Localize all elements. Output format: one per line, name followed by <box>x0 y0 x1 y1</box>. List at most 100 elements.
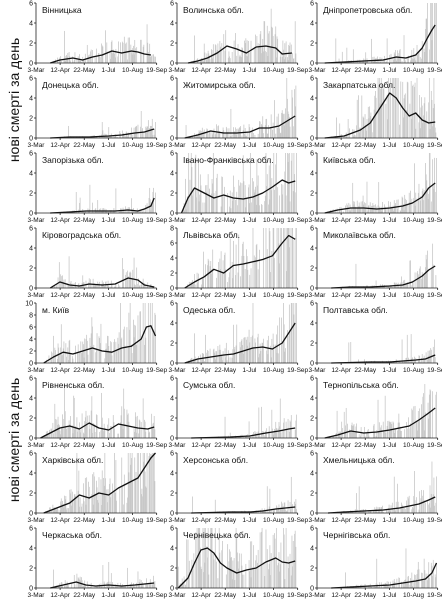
bar <box>88 486 90 513</box>
bar <box>337 208 338 213</box>
bar <box>118 210 120 213</box>
bar <box>200 568 202 588</box>
bar <box>81 503 83 513</box>
bar <box>101 470 103 513</box>
bar <box>82 585 84 588</box>
x-tick-label: 3-Mar <box>168 592 186 599</box>
bar <box>90 586 91 588</box>
bar <box>213 559 215 588</box>
bar <box>414 470 416 513</box>
y-tick-label: 0 <box>310 511 314 518</box>
bar <box>248 184 250 213</box>
bar <box>267 511 269 513</box>
bar <box>291 504 293 513</box>
bar <box>434 505 436 513</box>
chart-title: Тернопільська обл. <box>323 380 399 390</box>
bar <box>403 360 405 363</box>
bar <box>276 38 278 63</box>
y-tick-label: 4 <box>29 471 33 478</box>
bar <box>267 55 268 63</box>
bar <box>197 133 198 138</box>
bar <box>67 52 69 63</box>
bar <box>261 125 263 138</box>
bar <box>131 458 132 513</box>
bar <box>392 58 394 63</box>
y-tick-label: 4 <box>170 471 174 478</box>
bar <box>196 136 198 138</box>
bar <box>387 420 389 438</box>
bar <box>403 506 405 513</box>
bar <box>286 510 288 513</box>
bar <box>145 486 147 513</box>
bar <box>282 506 283 513</box>
x-tick-label: 12-Apr <box>50 142 70 149</box>
bar <box>241 565 242 588</box>
bar <box>397 208 399 213</box>
bar <box>142 211 143 213</box>
bar <box>81 413 83 438</box>
bar <box>273 533 275 588</box>
bar <box>368 118 370 138</box>
bar <box>378 509 380 513</box>
bar <box>149 584 151 588</box>
bar <box>194 157 196 213</box>
x-tick-label: 1-Jul <box>383 292 398 299</box>
bar <box>267 569 269 588</box>
bar <box>277 353 279 363</box>
bar <box>269 545 270 588</box>
bar <box>53 285 55 288</box>
bar <box>422 191 423 213</box>
bar <box>204 562 205 588</box>
bar <box>214 528 216 588</box>
bar <box>424 48 425 63</box>
bar <box>217 262 219 288</box>
bar <box>277 428 279 438</box>
x-tick-label: 1-Jul <box>383 142 398 149</box>
bar <box>103 485 105 513</box>
bar <box>135 126 137 138</box>
bar <box>145 337 147 363</box>
bar <box>269 231 270 288</box>
bar <box>81 212 82 213</box>
bar <box>230 557 232 588</box>
x-tick-label: 22-May <box>355 442 377 449</box>
bar <box>399 124 401 138</box>
bar <box>199 547 201 588</box>
bar <box>232 240 234 288</box>
bar <box>92 278 94 288</box>
bar <box>435 191 436 213</box>
x-tick-label: 10-Aug <box>403 67 424 74</box>
bar <box>97 211 99 213</box>
bar <box>101 43 102 63</box>
bar <box>189 179 191 213</box>
bar <box>410 423 412 438</box>
bar <box>260 124 262 138</box>
bar <box>136 453 138 513</box>
bar <box>73 494 75 513</box>
bar <box>271 409 272 438</box>
bar <box>150 126 152 138</box>
chart-title: Закарпатська обл. <box>323 80 395 90</box>
bar <box>198 528 200 588</box>
bar <box>94 284 96 288</box>
bar <box>248 124 250 138</box>
chart-title: Кіровоградська обл. <box>42 230 121 240</box>
bar <box>374 59 376 63</box>
bar <box>110 497 112 513</box>
bar <box>108 352 110 363</box>
x-tick-label: 1-Jul <box>383 217 398 224</box>
x-tick-label: 22-May <box>355 142 377 149</box>
bar <box>423 393 425 438</box>
y-tick-label: 2 <box>170 116 174 123</box>
bar <box>249 349 251 363</box>
bar <box>79 351 80 363</box>
bar <box>358 511 360 513</box>
bar <box>93 283 95 288</box>
bar <box>47 511 49 513</box>
bar <box>217 270 218 288</box>
bar <box>220 354 222 363</box>
bar <box>63 507 65 513</box>
bar <box>211 50 213 63</box>
x-tick-label: 19-Sep <box>146 67 167 74</box>
bar <box>378 287 380 288</box>
